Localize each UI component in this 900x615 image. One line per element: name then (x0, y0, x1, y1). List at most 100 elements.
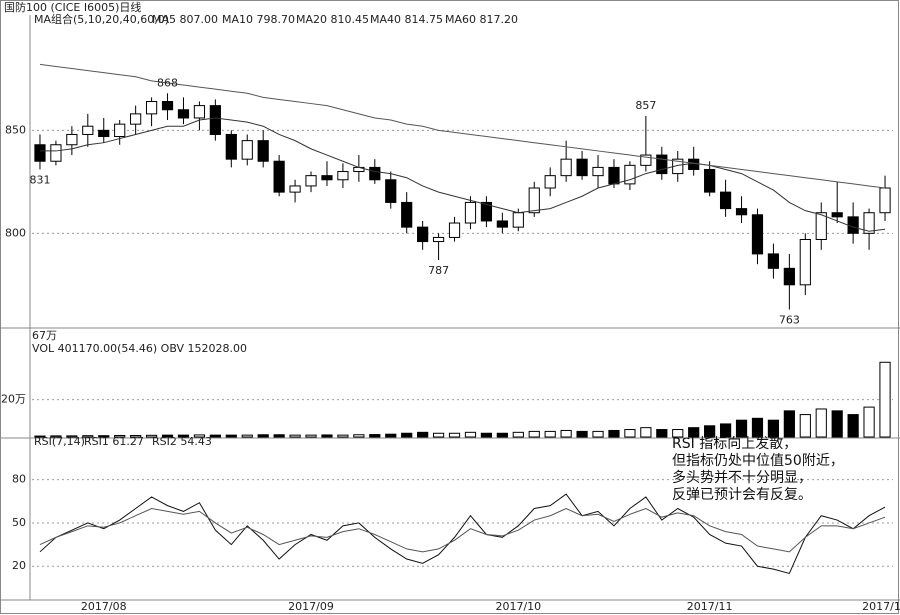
legend-text: MA60 817.20 (445, 13, 518, 26)
volume-bar (879, 361, 891, 438)
volume-bar (145, 434, 158, 438)
candle-body (560, 158, 572, 177)
volume-bar (640, 427, 652, 438)
legend-text: MA组合(5,10,20,40,60,0) (34, 12, 169, 26)
y-tick-label: 80 (12, 473, 26, 486)
legend-text: MA5 807.00 (152, 13, 218, 26)
x-tick-label: 2017/12 (862, 600, 900, 613)
volume-bar (209, 434, 221, 438)
volume-bar (751, 417, 764, 438)
annotation: RSI 指标向上发散， (672, 436, 797, 452)
price-label: 831 (29, 173, 50, 186)
volume-bar (417, 431, 429, 438)
volume-bar (863, 406, 875, 438)
candle-body (385, 179, 397, 203)
volume-bar (464, 431, 477, 438)
candle-body (369, 166, 381, 181)
candle-body (608, 166, 620, 185)
volume-bar (225, 434, 237, 438)
y-tick-label: 20万 (1, 393, 26, 406)
candle-body (432, 236, 445, 243)
candle-body (767, 253, 780, 269)
candle-body (656, 154, 668, 175)
volume-bar (401, 432, 413, 438)
candle-body (528, 187, 540, 214)
candle-body (177, 109, 190, 119)
volume-bar (512, 431, 524, 438)
price-label: 857 (635, 99, 656, 112)
annotation: 但指标仍处中位值50附近， (672, 453, 844, 469)
candle-body (735, 208, 748, 216)
volume-bar (656, 429, 668, 438)
volume-bar (719, 423, 732, 438)
volume-bar (130, 435, 142, 438)
candle-body (847, 216, 859, 234)
candle-body (241, 140, 253, 160)
volume-bar (177, 434, 190, 438)
candle-body (114, 123, 126, 138)
candle-body (480, 201, 493, 222)
candle-body (161, 101, 174, 111)
candle-body (512, 212, 524, 228)
volume-title: VOL 401170.00(54.46) OBV 152028.00 (32, 342, 247, 355)
candle-body (879, 187, 891, 214)
y-tick-label: 850 (5, 123, 26, 136)
volume-bar (560, 429, 572, 438)
volume-bar (672, 429, 684, 438)
legend-text: RSI1 61.27 (84, 435, 144, 448)
volume-bar (496, 432, 508, 438)
candle-body (321, 175, 333, 181)
volume-bar (114, 435, 126, 438)
candle-body (82, 125, 94, 135)
volume-bar (480, 432, 493, 438)
candle-body (50, 144, 62, 162)
candle-body (448, 222, 461, 238)
rsi-line (39, 507, 886, 553)
candle-body (193, 105, 206, 119)
volume-bar (592, 430, 604, 438)
candle-body (225, 133, 237, 160)
candle-body (719, 191, 732, 210)
volume-bar (193, 434, 206, 438)
volume-bar (385, 433, 397, 438)
volume-bar (50, 435, 62, 438)
candle-body (783, 267, 795, 286)
volume-bar (98, 435, 110, 438)
candle-body (417, 226, 429, 243)
candle-body (273, 160, 285, 193)
volume-bar (448, 432, 461, 438)
candle-body (401, 201, 413, 228)
candle-body (496, 220, 508, 228)
volume-bar (161, 434, 174, 438)
volume-bar (432, 432, 445, 438)
candle-body (209, 105, 221, 135)
volume-bar (783, 410, 795, 438)
volume-bar (66, 435, 78, 438)
candle-body (337, 171, 349, 181)
x-tick-label: 2017/09 (288, 600, 334, 613)
candle-body (544, 175, 556, 189)
candle-body (624, 164, 636, 185)
rsi-line (39, 493, 886, 575)
volume-bar (289, 434, 301, 438)
volume-bar (257, 434, 269, 438)
volume-bar (273, 434, 285, 438)
candle-body (576, 158, 588, 177)
volume-bar (608, 429, 620, 438)
x-tick-label: 2017/10 (495, 600, 541, 613)
candle-body (863, 212, 875, 234)
candle-body (815, 212, 827, 240)
volume-bar (767, 419, 780, 438)
candle-body (145, 101, 158, 115)
volume-bar (321, 434, 333, 438)
candle-body (799, 238, 811, 286)
y-tick-label: 50 (12, 516, 26, 529)
volume-bar (305, 434, 317, 438)
ma-line (39, 63, 886, 189)
volume-bar (831, 410, 843, 438)
volume-bar (688, 427, 700, 438)
candle-body (688, 158, 700, 170)
annotation: 多头势并不十分明显， (672, 469, 812, 486)
volume-unit: 67万 (32, 329, 57, 342)
